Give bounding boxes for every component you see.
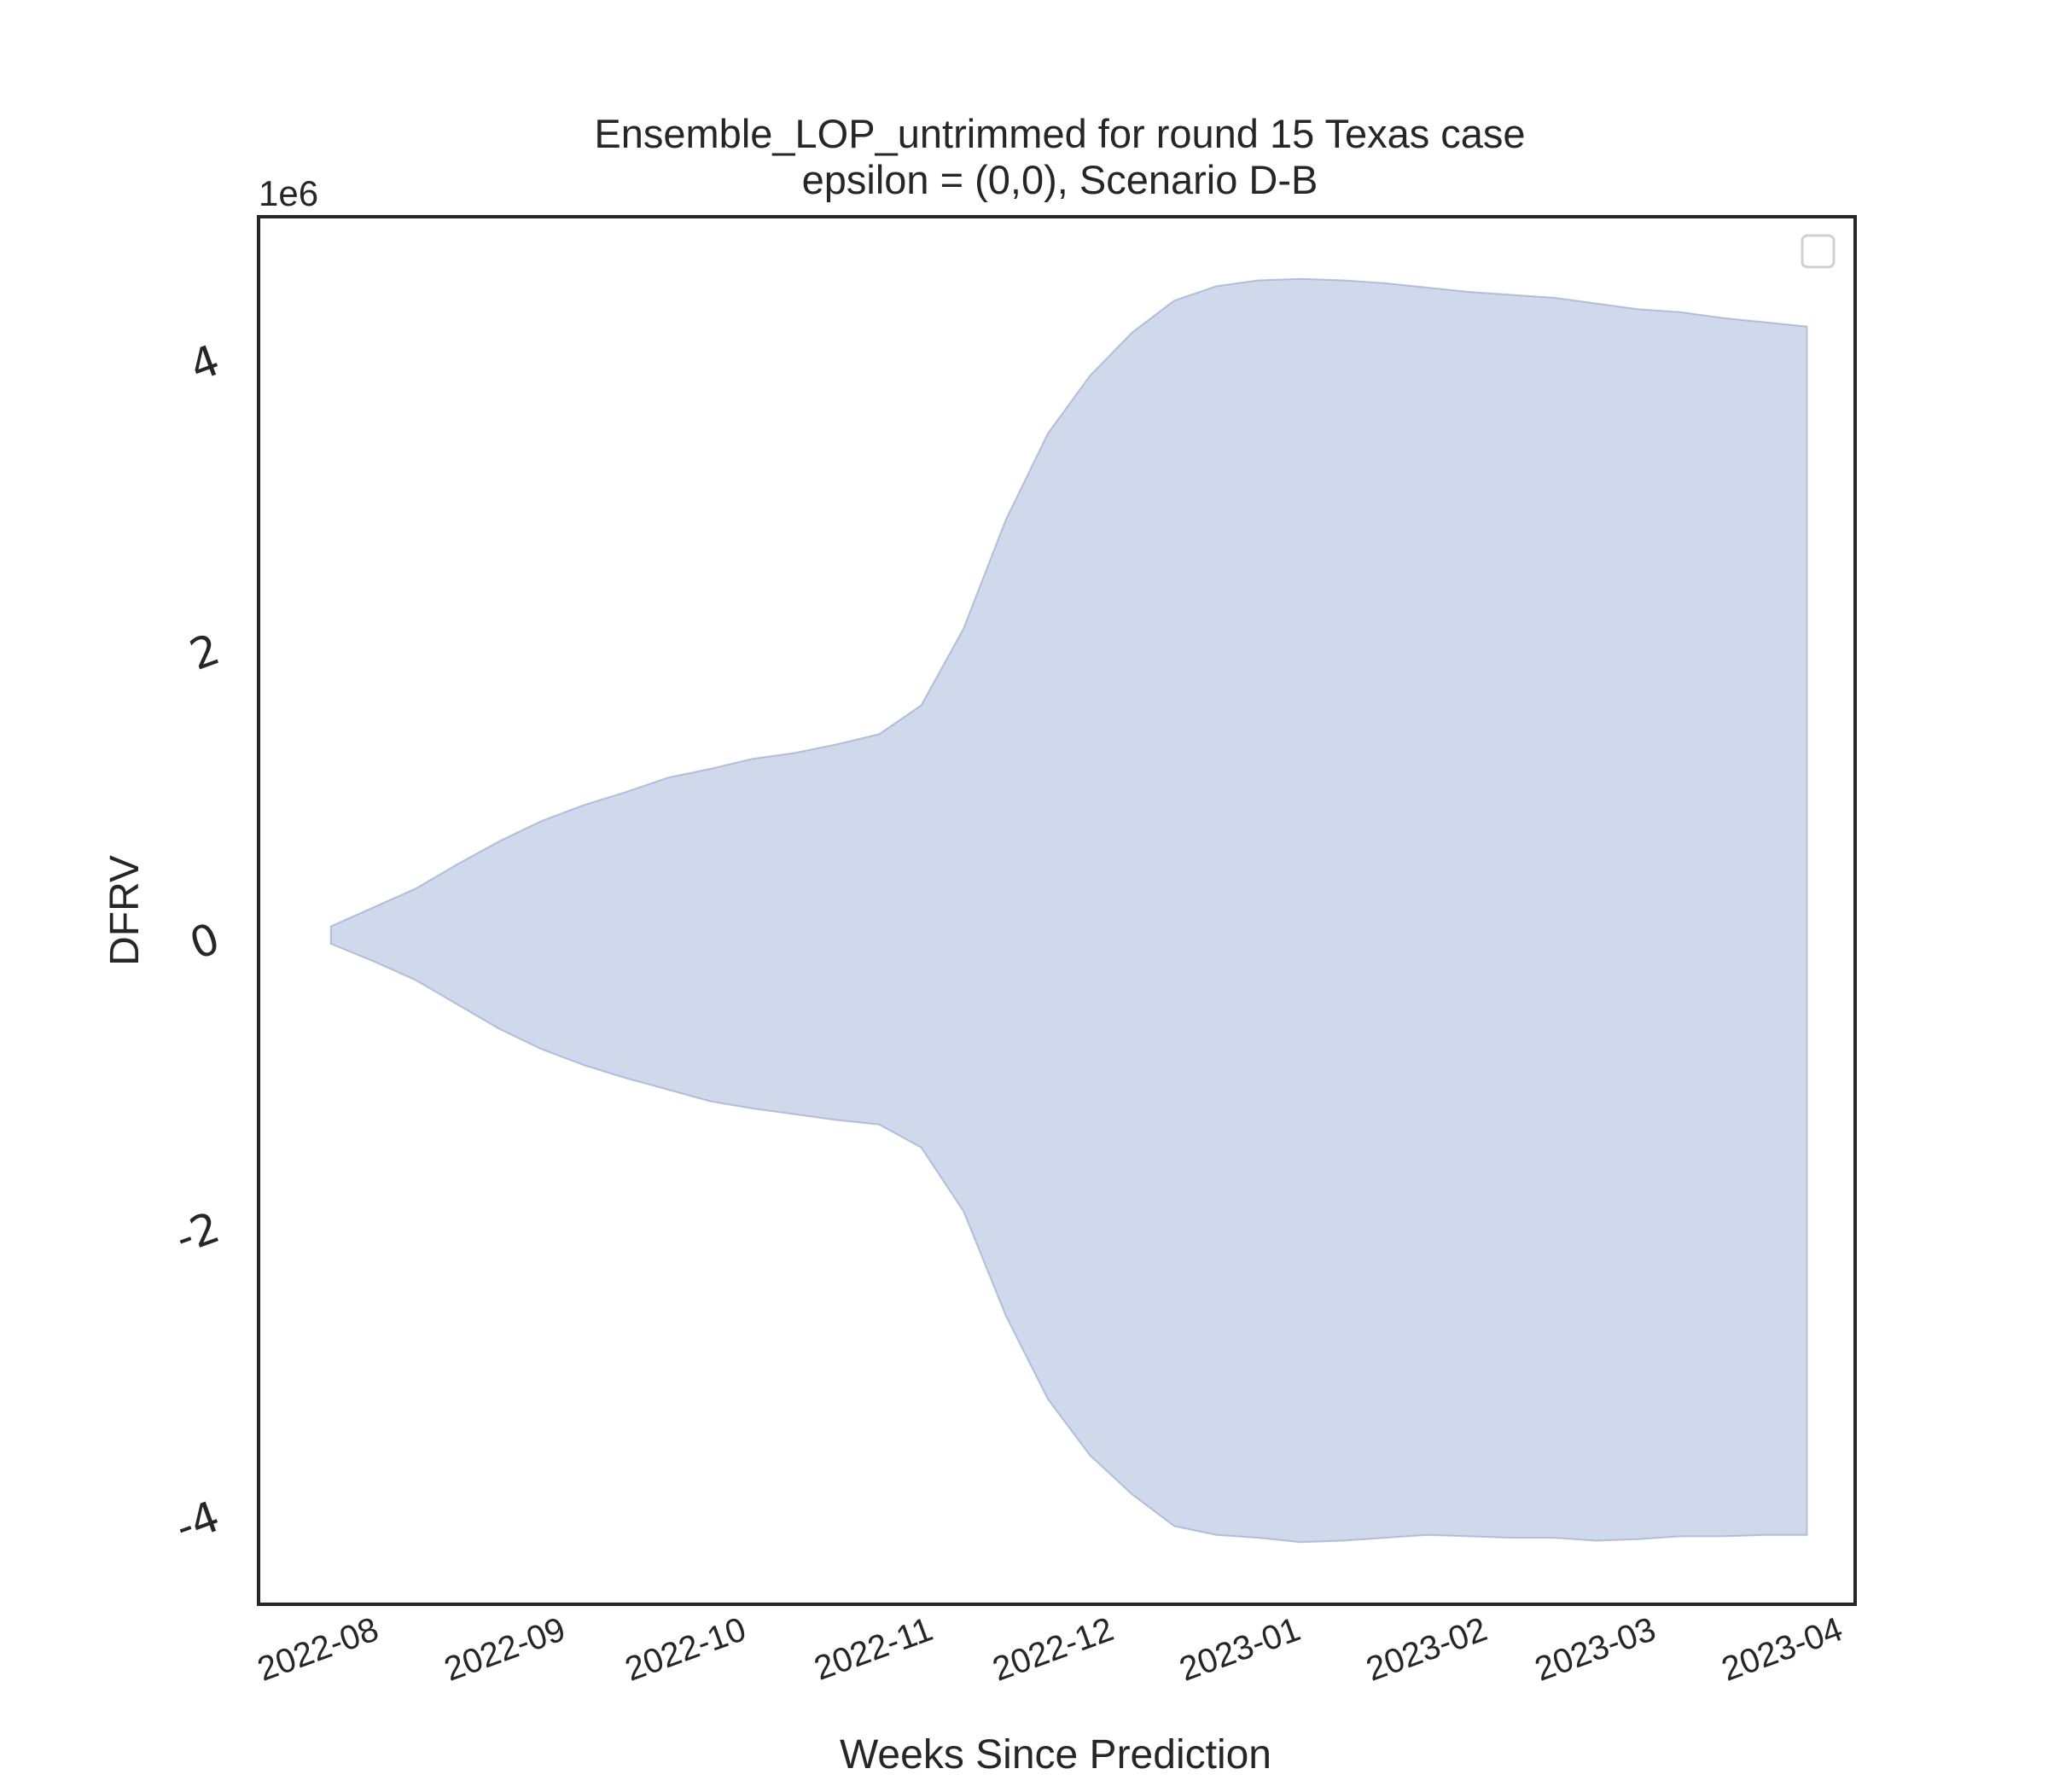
- chart-subtitle: epsilon = (0,0), Scenario D-B: [802, 157, 1318, 202]
- y-axis-label: DFRV: [102, 855, 148, 966]
- uncertainty-band: [329, 277, 1808, 1544]
- y-offset-label: 1e6: [259, 173, 318, 213]
- chart-title: Ensemble_LOP_untrimmed for round 15 Texa…: [594, 111, 1525, 156]
- area-layer: [329, 277, 1808, 1544]
- legend-box: [1801, 234, 1836, 269]
- plot-frame: [257, 215, 1857, 1606]
- x-axis-label: Weeks Since Prediction: [840, 1732, 1271, 1777]
